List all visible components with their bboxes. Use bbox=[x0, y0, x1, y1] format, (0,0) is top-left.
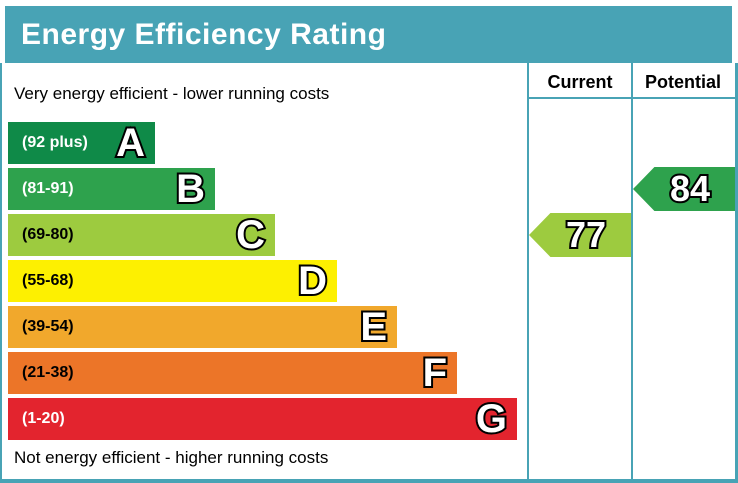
chart-title-bar: Energy Efficiency Rating bbox=[5, 6, 732, 63]
band-row-c: (69-80) C bbox=[8, 212, 275, 258]
band-range-label: (1-20) bbox=[22, 410, 65, 427]
chart-bottom-border bbox=[0, 479, 738, 483]
current-column-divider bbox=[527, 63, 529, 479]
band-range-label: (81-91) bbox=[22, 180, 74, 197]
band-letter: D bbox=[296, 258, 329, 304]
band-letter: F bbox=[421, 350, 450, 396]
current-rating-arrow: 77 bbox=[529, 213, 631, 257]
band-row-f: (21-38) F bbox=[8, 350, 457, 396]
band-letter: A bbox=[114, 120, 147, 166]
chart-title: Energy Efficiency Rating bbox=[21, 17, 387, 51]
chart-right-border bbox=[735, 63, 738, 483]
band-letter: B bbox=[174, 166, 207, 212]
band-row-b: (81-91) B bbox=[8, 166, 215, 212]
band-range-label: (21-38) bbox=[22, 364, 74, 381]
bottom-note: Not energy efficient - higher running co… bbox=[14, 448, 329, 467]
chart-body: Current Potential Very energy efficient … bbox=[0, 63, 738, 483]
band-row-d: (55-68) D bbox=[8, 258, 337, 304]
potential-column-header: Potential bbox=[644, 72, 721, 92]
band-row-e: (39-54) E bbox=[8, 304, 397, 350]
current-rating-value: 77 bbox=[564, 213, 608, 257]
band-range-label: (69-80) bbox=[22, 226, 74, 243]
column-header-underline bbox=[527, 97, 735, 99]
potential-column-divider bbox=[631, 63, 633, 479]
potential-rating-arrow: 84 bbox=[633, 167, 735, 211]
band-range-label: (92 plus) bbox=[22, 134, 88, 151]
band-range-label: (39-54) bbox=[22, 318, 74, 335]
band-range-label: (55-68) bbox=[22, 272, 74, 289]
current-column-header: Current bbox=[547, 72, 613, 92]
chart-left-border bbox=[0, 63, 2, 483]
top-note: Very energy efficient - lower running co… bbox=[14, 84, 330, 103]
band-list: (92 plus) A (81-91) B (69-80) C (55-68) D (39-54… bbox=[8, 120, 517, 444]
band-letter: G bbox=[474, 396, 509, 442]
band-letter: E bbox=[358, 304, 389, 350]
band-row-a: (92 plus) A bbox=[8, 120, 155, 166]
potential-rating-value: 84 bbox=[668, 167, 712, 211]
band-row-g: (1-20) G bbox=[8, 396, 517, 442]
band-letter: C bbox=[234, 212, 267, 258]
